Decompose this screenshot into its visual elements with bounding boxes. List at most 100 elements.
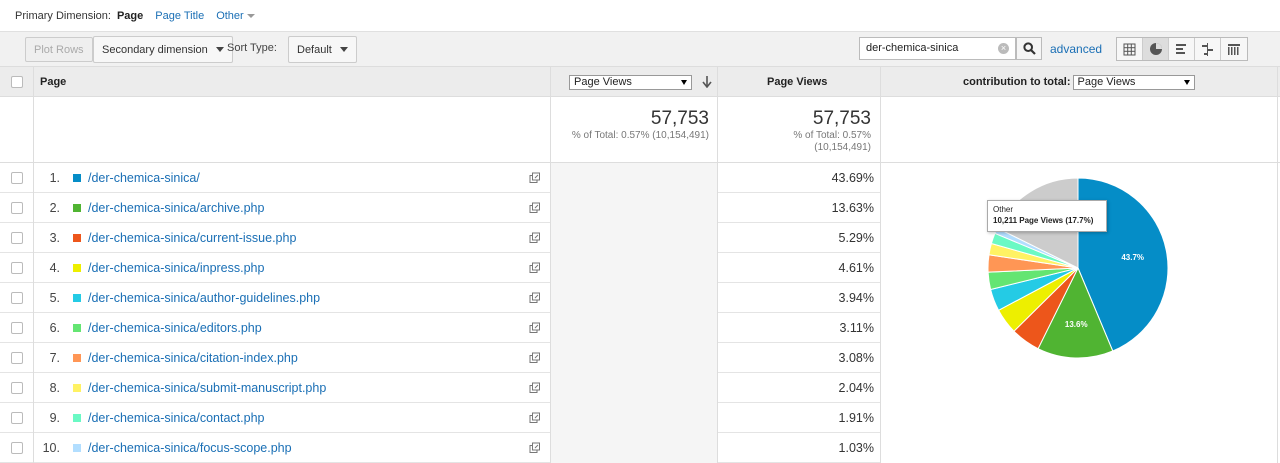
- pie-view-button[interactable]: [1143, 38, 1169, 60]
- row-checkbox[interactable]: [11, 343, 23, 373]
- dimension-other-label: Other: [216, 9, 244, 22]
- sort-descending-icon[interactable]: [702, 76, 712, 88]
- table-row[interactable]: 3./der-chemica-sinica/current-issue.php3…: [0, 223, 880, 253]
- page-link[interactable]: /der-chemica-sinica/: [88, 171, 200, 185]
- pie-chart[interactable]: 43.7% 13.6%: [930, 140, 1230, 440]
- pivot-view-button[interactable]: [1221, 38, 1247, 60]
- table-row[interactable]: 5. /der-chemica-sinica/author-guidelines.…: [0, 283, 880, 313]
- plot-rows-button[interactable]: Plot Rows: [25, 37, 93, 62]
- table-row[interactable]: 8. /der-chemica-sinica/submit-manuscript.…: [0, 373, 880, 403]
- metric-total-sub: % of Total: 0.57% (10,154,491): [571, 130, 709, 141]
- table-row[interactable]: 2./der-chemica-sinica/archive.php7,87013…: [0, 193, 880, 223]
- series-color-swatch: [73, 264, 81, 272]
- row-index: 5.: [49, 291, 60, 305]
- row-page-cell: /der-chemica-sinica/citation-index.php: [73, 343, 298, 373]
- totals-row: 57,753 % of Total: 0.57% (10,154,491) 57…: [0, 97, 1280, 163]
- table-row[interactable]: 6./der-chemica-sinica/editors.php1,7943.…: [0, 313, 880, 343]
- row-page-cell: /der-chemica-sinica/contact.php: [73, 403, 264, 433]
- series-color-swatch: [73, 324, 81, 332]
- primary-dimension-label: Primary Dimension:: [15, 9, 111, 22]
- search-icon: [1022, 42, 1036, 55]
- page-link[interactable]: /der-chemica-sinica/submit-manuscript.ph…: [88, 381, 327, 395]
- column-divider: [717, 66, 718, 463]
- page-column-header[interactable]: Page: [40, 76, 67, 88]
- row-checkbox[interactable]: [11, 193, 23, 223]
- row-checkbox[interactable]: [11, 163, 23, 193]
- row-checkbox[interactable]: [11, 223, 23, 253]
- metric-total-block: 57,753 % of Total: 0.57% (10,154,491): [551, 108, 709, 142]
- chevron-down-icon: [681, 79, 687, 85]
- open-page-icon[interactable]: [529, 283, 541, 313]
- sort-type-dropdown[interactable]: Default: [288, 36, 357, 63]
- open-page-icon[interactable]: [529, 343, 541, 373]
- row-percent: 1.91%: [838, 411, 874, 425]
- series-color-swatch: [73, 384, 81, 392]
- open-page-icon[interactable]: [529, 433, 541, 463]
- dimension-page-title[interactable]: Page Title: [155, 9, 205, 22]
- open-page-icon[interactable]: [529, 193, 541, 223]
- row-checkbox[interactable]: [11, 373, 23, 403]
- view-switcher: [1116, 37, 1248, 61]
- page-link[interactable]: /der-chemica-sinica/editors.php: [88, 321, 262, 335]
- open-page-icon[interactable]: [529, 163, 541, 193]
- pivot-icon: [1228, 43, 1240, 55]
- select-all-checkbox[interactable]: [11, 67, 23, 97]
- sort-type-value: Default: [297, 43, 332, 56]
- row-checkbox[interactable]: [11, 403, 23, 433]
- secondary-dimension-dropdown[interactable]: Secondary dimension: [93, 36, 233, 63]
- column-divider: [33, 66, 34, 463]
- page-link[interactable]: /der-chemica-sinica/focus-scope.php: [88, 441, 292, 455]
- page-link[interactable]: /der-chemica-sinica/inpress.php: [88, 261, 265, 275]
- table-row[interactable]: 1./der-chemica-sinica/25,23543.69%: [0, 163, 880, 193]
- row-index: 1.: [49, 171, 60, 185]
- checkbox-box: [11, 292, 23, 304]
- metric-select[interactable]: Page Views: [569, 74, 692, 90]
- page-link[interactable]: /der-chemica-sinica/author-guidelines.ph…: [88, 291, 321, 305]
- open-page-icon[interactable]: [529, 253, 541, 283]
- page-link[interactable]: /der-chemica-sinica/citation-index.php: [88, 351, 298, 365]
- contribution-select-value: Page Views: [1077, 76, 1136, 88]
- page-link[interactable]: /der-chemica-sinica/archive.php: [88, 201, 265, 215]
- search-button[interactable]: [1016, 37, 1042, 60]
- dimension-other[interactable]: Other: [216, 10, 255, 22]
- open-page-icon[interactable]: [529, 223, 541, 253]
- pie-slice[interactable]: [1037, 266, 1114, 359]
- sorted-column-bg: [551, 163, 717, 463]
- row-checkbox[interactable]: [11, 283, 23, 313]
- search-input[interactable]: der-chemica-sinica: [859, 37, 1016, 60]
- table-row[interactable]: 7. /der-chemica-sinica/citation-index.php…: [0, 343, 880, 373]
- table-row[interactable]: 4./der-chemica-sinica/inpress.php2,6604.…: [0, 253, 880, 283]
- row-checkbox[interactable]: [11, 433, 23, 463]
- series-color-swatch: [73, 354, 81, 362]
- comparison-view-button[interactable]: [1195, 38, 1221, 60]
- open-page-icon[interactable]: [529, 403, 541, 433]
- page-link[interactable]: /der-chemica-sinica/current-issue.php: [88, 231, 297, 245]
- performance-view-button[interactable]: [1169, 38, 1195, 60]
- dimension-page[interactable]: Page: [116, 9, 144, 22]
- table-view-button[interactable]: [1117, 38, 1143, 60]
- table-row[interactable]: 9./der-chemica-sinica/contact.php1,1021.…: [0, 403, 880, 433]
- metric-total: 57,753: [650, 108, 709, 129]
- report-toolbar: Plot Rows Secondary dimension Sort Type:…: [0, 31, 1280, 66]
- page-link[interactable]: /der-chemica-sinica/contact.php: [88, 411, 265, 425]
- table-row[interactable]: 10./der-chemica-sinica/focus-scope.php59…: [0, 433, 880, 463]
- clear-search-icon[interactable]: ×: [998, 43, 1009, 54]
- row-percent: 1.03%: [838, 441, 874, 455]
- advanced-filter-link[interactable]: advanced: [1050, 42, 1103, 56]
- checkbox-box: [11, 262, 23, 274]
- series-color-swatch: [73, 294, 81, 302]
- chevron-down-icon: [339, 47, 348, 52]
- pv-total-block: 57,753 % of Total: 0.57% (10,154,491): [718, 108, 871, 154]
- row-page-cell: /der-chemica-sinica/submit-manuscript.ph…: [73, 373, 326, 403]
- open-page-icon[interactable]: [529, 313, 541, 343]
- row-checkbox[interactable]: [11, 253, 23, 283]
- checkbox-box: [11, 412, 23, 424]
- page-views-column-header[interactable]: Page Views: [767, 76, 828, 88]
- row-percent: 3.08%: [838, 351, 874, 365]
- row-percent: 3.11%: [839, 321, 874, 335]
- row-page-cell: /der-chemica-sinica/current-issue.php: [73, 223, 296, 253]
- open-page-icon[interactable]: [529, 373, 541, 403]
- row-checkbox[interactable]: [11, 313, 23, 343]
- contribution-select[interactable]: Page Views: [1072, 74, 1195, 90]
- column-divider: [550, 66, 551, 463]
